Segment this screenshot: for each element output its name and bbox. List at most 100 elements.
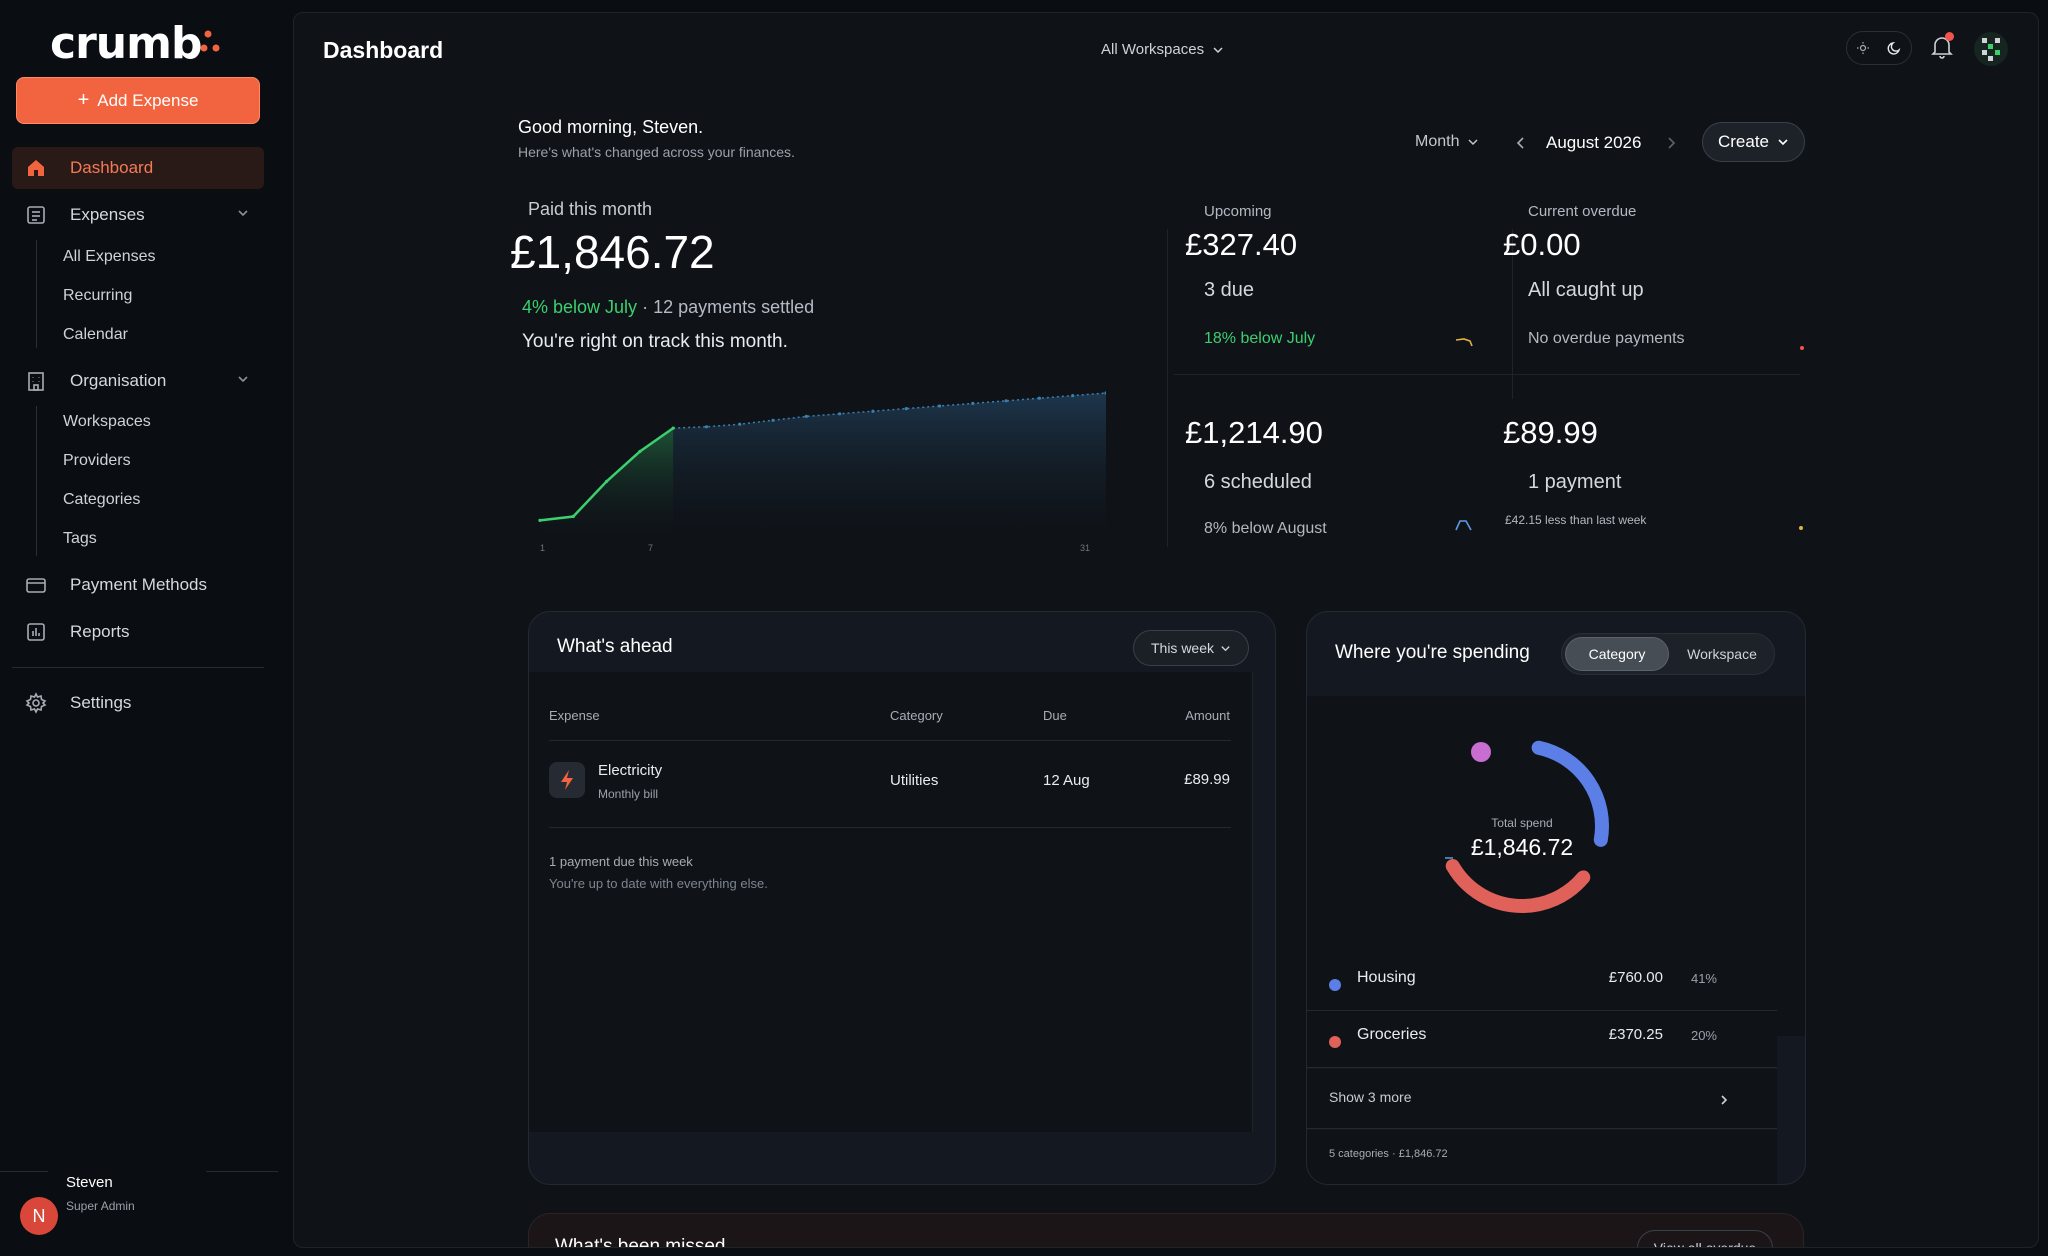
chart-point [571, 514, 575, 519]
avatar[interactable]: N [20, 1197, 58, 1235]
category-name: Housing [1357, 969, 1416, 986]
missed-title: What's been missed [555, 1236, 726, 1248]
week-filter-label: This week [1150, 640, 1215, 656]
spending-segmented-control: Category Workspace [1561, 633, 1775, 675]
sidebar-item-label: Expenses [70, 205, 145, 224]
chart-point [1104, 391, 1106, 395]
chart-point [971, 401, 975, 405]
upcoming-label: Upcoming [1204, 203, 1272, 220]
expense-category: Utilities [890, 772, 939, 789]
paid-delta: 4% below July · 12 payments settled [522, 297, 814, 318]
period-select[interactable]: Month [1415, 133, 1479, 151]
view-all-overdue-button[interactable]: View all overdue [1637, 1230, 1773, 1247]
ahead-footnote: 1 payment due this week [549, 854, 693, 869]
overdue-foot: No overdue payments [1528, 330, 1685, 347]
overdue-sparkline [1800, 346, 1804, 350]
chevron-right-icon [1721, 1095, 1728, 1105]
receipt-icon [24, 203, 48, 227]
chart-point [604, 479, 609, 483]
upcoming-sub: 3 due [1204, 279, 1255, 301]
scheduled-sparkline [1455, 520, 1472, 531]
chart-point [804, 414, 808, 418]
sidebar-item-expenses[interactable]: Expenses [12, 194, 264, 236]
moon-icon[interactable] [1887, 40, 1903, 56]
whats-ahead-card: What's ahead This week Expense Category … [528, 611, 1276, 1185]
scheduled-amount: £1,214.90 [1185, 415, 1323, 450]
sidebar-item-recurring[interactable]: Recurring [63, 287, 133, 304]
overdue-sub: All caught up [1528, 279, 1644, 301]
chevron-down-icon[interactable] [236, 206, 250, 220]
spending-summary-row: 5 categories · £1,846.72 [1307, 1130, 1777, 1184]
sidebar-item-label: Organisation [70, 371, 167, 390]
sidebar-item-tags[interactable]: Tags [63, 530, 97, 547]
sidebar-item-reports[interactable]: Reports [12, 611, 264, 653]
scheduled-foot: 8% below August [1204, 520, 1327, 537]
chart-point [838, 412, 842, 416]
week-filter[interactable]: This week [1133, 630, 1249, 666]
sidebar-item-all-expenses[interactable]: All Expenses [63, 248, 156, 265]
column-header: Category [890, 708, 943, 723]
legend-dot [1329, 979, 1341, 991]
chevron-down-icon [1468, 139, 1478, 146]
add-expense-button[interactable]: + Add Expense [16, 77, 260, 124]
create-button[interactable]: Create [1702, 122, 1805, 162]
sun-icon[interactable] [1856, 41, 1870, 55]
workspace-select[interactable]: All Workspaces [1101, 41, 1224, 58]
theme-toggle[interactable] [1846, 31, 1912, 65]
upcoming-table: Expense Category Due Amount Electricity … [529, 672, 1253, 1132]
whats-ahead-title: What's ahead [557, 636, 673, 657]
stats-divider [1167, 229, 1168, 547]
greeting-title: Good morning, Steven. [518, 117, 704, 137]
spending-donut-chart [1445, 740, 1609, 913]
category-row-housing[interactable]: Housing £760.00 41% [1307, 955, 1777, 1011]
chevron-down-icon[interactable] [236, 372, 250, 386]
scheduled-sub: 6 scheduled [1204, 471, 1312, 493]
paid-amount: £1,846.72 [510, 226, 715, 278]
axis-tick: 31 [1080, 543, 1090, 553]
payment-amount: £89.99 [1503, 415, 1598, 450]
other-segment [1471, 742, 1491, 762]
expense-sub: Monthly bill [598, 787, 659, 801]
chart-point [937, 404, 942, 408]
spending-summary: 5 categories · £1,846.72 [1329, 1148, 1448, 1160]
expense-amount: £89.99 [1184, 771, 1230, 788]
payment-foot: £42.15 less than last week [1505, 513, 1647, 527]
workspace-avatar[interactable] [1974, 32, 2008, 66]
tab-workspace[interactable]: Workspace [1687, 646, 1757, 662]
expense-name: Electricity [598, 762, 663, 779]
sidebar-item-providers[interactable]: Providers [63, 452, 131, 469]
spending-card: Where you're spending Category Workspace… [1306, 611, 1806, 1185]
sidebar-item-categories[interactable]: Categories [63, 491, 141, 508]
organisation-tree-line [36, 406, 37, 556]
sidebar-item-label: Reports [70, 622, 130, 641]
show-more-row[interactable]: Show 3 more [1307, 1069, 1777, 1129]
expenses-tree-line [36, 240, 37, 348]
expense-due: 12 Aug [1043, 772, 1090, 789]
sidebar-item-payment-methods[interactable]: Payment Methods [12, 564, 264, 606]
chevron-down-icon [1778, 139, 1788, 146]
chevron-down-icon [1213, 46, 1223, 53]
logo-dots-icon [200, 30, 220, 52]
payment-sparkline [1799, 526, 1803, 530]
sidebar-divider [12, 667, 264, 668]
sidebar-item-label: Settings [70, 693, 132, 712]
legend-dot [1329, 1036, 1341, 1048]
paid-note: You're right on track this month. [522, 331, 788, 352]
chart-point [1071, 394, 1075, 398]
paid-trend-chart: 1 7 31 [538, 391, 1106, 553]
total-spend-amount: £1,846.72 [1470, 834, 1574, 860]
category-row-groceries[interactable]: Groceries £370.25 20% [1307, 1012, 1777, 1068]
crumb-logo[interactable]: crumb [50, 18, 202, 69]
sidebar-item-calendar[interactable]: Calendar [63, 326, 128, 343]
tab-category[interactable]: Category [1565, 637, 1669, 671]
sidebar-item-dashboard[interactable]: Dashboard [12, 147, 264, 189]
paid-label: Paid this month [528, 199, 653, 219]
sidebar-item-organisation[interactable]: Organisation [12, 360, 264, 402]
sidebar-item-workspaces[interactable]: Workspaces [63, 413, 151, 430]
overdue-amount: £0.00 [1503, 227, 1581, 262]
current-period: August 2026 [1546, 133, 1642, 152]
sidebar-item-settings[interactable]: Settings [12, 682, 264, 724]
projected-line [673, 392, 1106, 429]
chevron-left-icon[interactable] [1514, 134, 1528, 152]
chevron-right-icon[interactable] [1664, 134, 1678, 152]
